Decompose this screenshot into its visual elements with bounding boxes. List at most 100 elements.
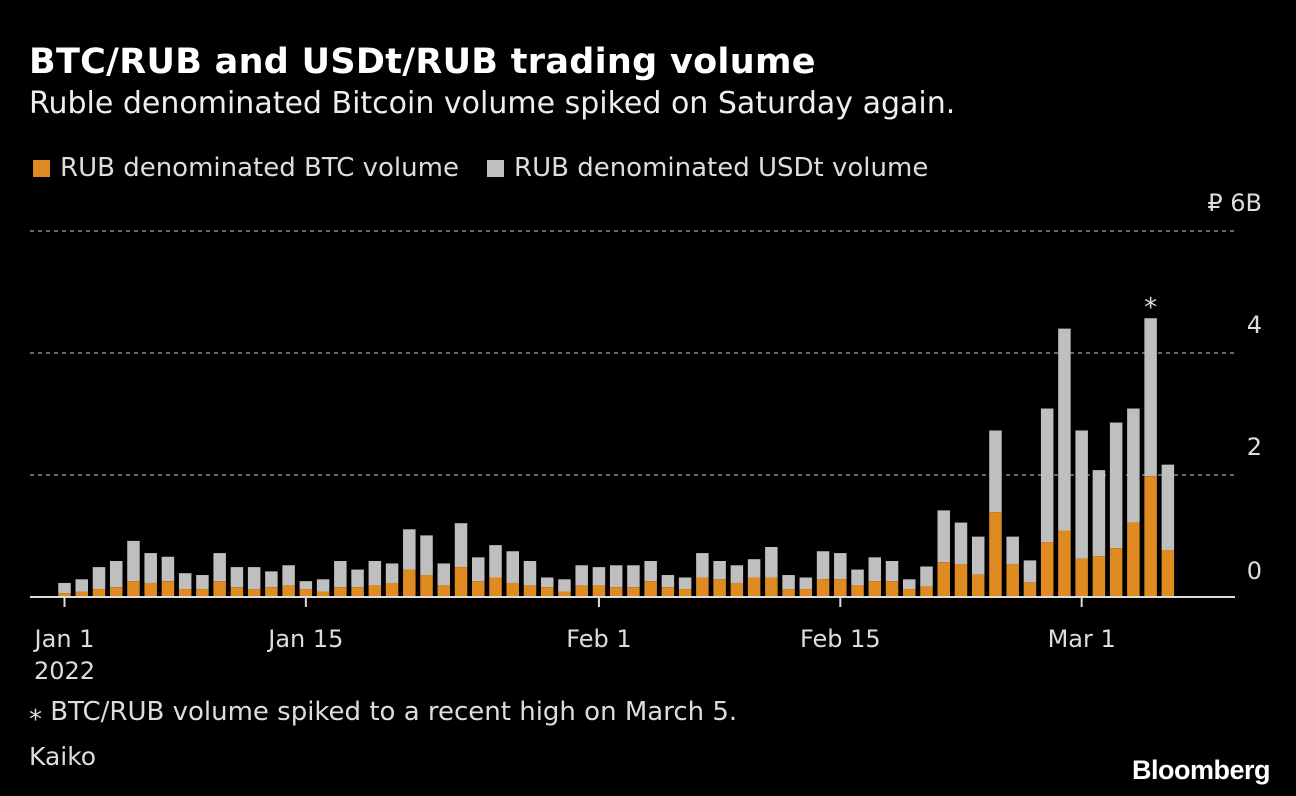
bar-usdt: [713, 561, 726, 580]
bar-usdt: [420, 535, 433, 576]
bar-usdt: [540, 577, 554, 588]
bar-usdt: [1040, 408, 1054, 543]
bar-btc: [1161, 550, 1175, 597]
bar-btc: [420, 575, 433, 597]
bar-btc: [816, 579, 830, 597]
bar-usdt: [765, 546, 778, 578]
bar-usdt: [868, 557, 882, 582]
bar-btc: [971, 574, 985, 597]
bar-usdt: [437, 563, 451, 586]
bar-usdt: [816, 551, 830, 580]
bar-btc: [540, 587, 554, 597]
bar-usdt: [1023, 560, 1037, 583]
y-tick-label: ₽ 6B: [1207, 189, 1262, 217]
bar-usdt: [575, 565, 588, 586]
bar-usdt: [523, 561, 537, 586]
bar-usdt: [144, 553, 157, 583]
legend-swatch-btc: [33, 159, 50, 177]
bar-btc: [454, 567, 468, 597]
bar-usdt: [903, 579, 916, 590]
bar-btc: [989, 512, 1002, 597]
bar-btc: [437, 585, 451, 597]
bar-btc: [627, 587, 640, 597]
bar-usdt: [1006, 536, 1019, 565]
bar-btc: [834, 579, 847, 597]
bar-btc: [334, 587, 347, 597]
bar-usdt: [1127, 408, 1140, 523]
bar-btc: [265, 587, 278, 597]
chart-title: BTC/RUB and USDt/RUB trading volume: [29, 42, 816, 82]
bar-usdt: [678, 577, 692, 590]
bar-btc: [299, 589, 313, 597]
bar-usdt: [213, 553, 226, 582]
bar-btc: [937, 562, 950, 597]
legend-label-usdt: RUB denominated USDt volume: [514, 153, 929, 183]
bar-btc: [730, 582, 744, 597]
bar-btc: [747, 577, 761, 597]
bar-btc: [368, 585, 382, 597]
bar-usdt: [316, 579, 330, 592]
bar-btc: [92, 589, 106, 597]
bar-btc: [282, 585, 295, 597]
legend-item-usdt: RUB denominated USDt volume: [487, 153, 928, 183]
bar-btc: [385, 582, 399, 597]
bar-usdt: [351, 569, 364, 588]
bar-usdt: [109, 561, 123, 588]
bar-btc: [592, 585, 606, 597]
bar-btc: [678, 589, 692, 597]
bar-usdt: [747, 559, 761, 578]
bar-usdt: [989, 430, 1002, 513]
bar-usdt: [334, 561, 347, 588]
bar-btc: [1144, 476, 1157, 597]
footnote: ⁎ BTC/RUB volume spiked to a recent high…: [29, 697, 738, 727]
bar-usdt: [161, 556, 175, 582]
bar-usdt: [661, 575, 675, 588]
bar-btc: [196, 589, 209, 597]
bar-btc: [127, 581, 140, 597]
y-tick-label: 2: [1247, 433, 1262, 461]
bar-btc: [523, 585, 537, 597]
bar-usdt: [230, 567, 244, 588]
bar-btc: [109, 587, 123, 597]
y-tick-label: 4: [1247, 311, 1262, 339]
bar-usdt: [403, 529, 416, 570]
bar-usdt: [127, 540, 140, 582]
bar-btc: [765, 577, 778, 597]
bar-usdt: [299, 581, 313, 590]
bar-usdt: [282, 565, 295, 586]
bar-usdt: [644, 561, 657, 582]
bar-usdt: [247, 567, 261, 590]
bar-btc: [351, 587, 364, 597]
bar-usdt: [730, 565, 744, 583]
bar-btc: [799, 589, 813, 597]
bar-usdt: [834, 553, 847, 580]
bar-usdt: [558, 579, 571, 592]
source-label: Kaiko: [29, 742, 97, 771]
bar-btc: [75, 591, 88, 597]
bar-btc: [903, 589, 916, 597]
x-tick-label: Jan 1: [33, 625, 95, 653]
bar-btc: [403, 569, 416, 597]
bar-usdt: [385, 563, 399, 583]
bar-usdt: [799, 577, 813, 590]
legend-swatch-usdt: [487, 159, 504, 177]
bar-btc: [230, 587, 244, 597]
bar-usdt: [368, 561, 382, 586]
bar-btc: [489, 577, 502, 597]
bar-usdt: [196, 575, 209, 590]
bar-btc: [575, 585, 588, 597]
bar-usdt: [178, 573, 192, 590]
bar-btc: [1127, 522, 1140, 597]
bar-usdt: [920, 566, 933, 587]
legend-item-btc: RUB denominated BTC volume: [33, 153, 459, 183]
bar-usdt: [1109, 422, 1123, 549]
bar-btc: [1092, 556, 1106, 597]
bloomberg-logo: Bloomberg: [1131, 755, 1271, 785]
bar-btc: [178, 589, 192, 597]
bar-usdt: [1092, 470, 1106, 557]
bar-usdt: [1161, 464, 1175, 551]
bar-usdt: [627, 565, 640, 588]
bar-usdt: [454, 523, 468, 568]
bar-btc: [58, 593, 71, 597]
bar-btc: [161, 581, 175, 597]
